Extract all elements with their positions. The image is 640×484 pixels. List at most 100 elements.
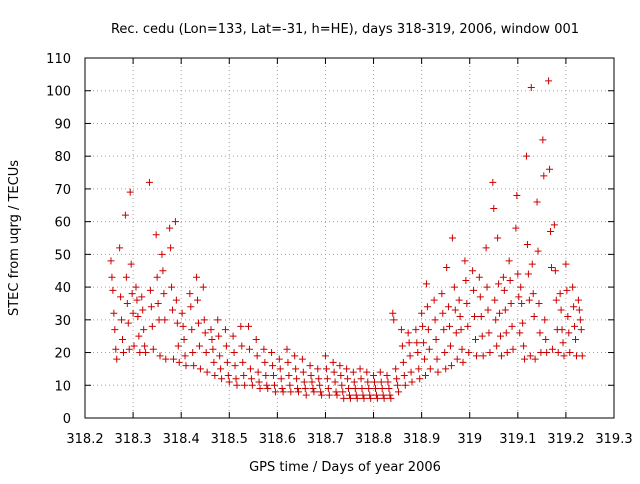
y-tick-label: 80 <box>54 150 71 165</box>
data-point <box>336 362 344 370</box>
data-point <box>158 250 166 258</box>
data-point <box>330 368 338 376</box>
data-point <box>154 299 162 307</box>
data-point <box>485 329 493 337</box>
data-point <box>546 165 554 173</box>
data-point <box>500 286 508 294</box>
data-point <box>117 293 125 301</box>
data-point <box>497 332 505 340</box>
data-point <box>285 371 293 379</box>
data-point <box>412 326 420 334</box>
data-point <box>400 371 408 379</box>
data-point <box>283 345 291 353</box>
data-point <box>224 371 232 379</box>
data-point <box>404 329 412 337</box>
data-point <box>451 306 459 314</box>
data-point <box>547 227 555 235</box>
data-point <box>405 339 413 347</box>
y-tick-label: 90 <box>54 117 71 132</box>
data-point <box>462 277 470 285</box>
data-point <box>307 371 315 379</box>
data-point <box>344 375 352 383</box>
data-point <box>139 306 147 314</box>
data-point <box>370 371 378 379</box>
data-point <box>525 296 533 304</box>
data-point <box>121 211 129 219</box>
data-point <box>181 352 189 360</box>
y-tick-label: 100 <box>46 85 71 100</box>
data-point <box>194 296 202 304</box>
data-point <box>492 316 500 324</box>
data-point <box>547 263 555 271</box>
y-tick-label: 0 <box>63 412 71 427</box>
data-point <box>443 263 451 271</box>
data-point <box>239 358 247 366</box>
data-point <box>376 368 384 376</box>
data-point <box>452 329 460 337</box>
x-tick-label: 318.6 <box>259 432 296 447</box>
data-point <box>132 283 140 291</box>
data-point <box>426 365 434 373</box>
data-point <box>174 342 182 350</box>
data-point <box>145 178 153 186</box>
data-point <box>386 391 394 399</box>
data-point <box>241 381 249 389</box>
data-point <box>439 309 447 317</box>
data-point <box>505 257 513 265</box>
data-point <box>247 375 255 383</box>
data-point <box>378 385 386 393</box>
data-point <box>294 385 302 393</box>
data-point <box>441 349 449 357</box>
data-point <box>346 391 353 399</box>
data-point <box>253 352 261 360</box>
data-point <box>194 319 202 327</box>
data-point <box>442 365 450 373</box>
data-point <box>502 329 510 337</box>
data-point <box>107 257 115 265</box>
data-point <box>200 316 208 324</box>
data-point <box>550 221 558 229</box>
data-point <box>156 352 164 360</box>
data-point <box>112 345 120 353</box>
data-point <box>306 362 314 370</box>
data-point <box>210 358 218 366</box>
data-point <box>252 335 260 343</box>
data-point <box>196 365 204 373</box>
data-point <box>531 355 539 363</box>
data-point <box>516 329 524 337</box>
data-point <box>508 322 516 330</box>
data-point <box>321 352 329 360</box>
data-point <box>397 326 405 334</box>
data-point <box>569 283 577 291</box>
data-point <box>225 378 233 386</box>
data-point <box>432 335 440 343</box>
data-point <box>394 381 402 389</box>
data-point <box>514 270 522 278</box>
data-point <box>360 394 368 402</box>
data-point <box>125 345 133 353</box>
y-tick-label: 70 <box>54 183 71 198</box>
data-point <box>453 355 461 363</box>
data-point <box>126 188 134 196</box>
data-point <box>563 286 571 294</box>
x-tick-labels: 318.2 318.3 318.4 318.5 318.6 318.7 318.8 318.9… <box>66 432 632 447</box>
data-point <box>162 355 170 363</box>
data-point <box>129 309 137 317</box>
data-point <box>446 322 454 330</box>
data-point <box>202 349 210 357</box>
data-point <box>340 394 348 402</box>
data-point <box>365 385 373 393</box>
data-point <box>169 355 177 363</box>
data-point <box>352 391 360 399</box>
data-point <box>123 299 131 307</box>
data-point <box>148 322 156 330</box>
data-point <box>245 345 253 353</box>
data-point <box>383 371 391 379</box>
data-point <box>506 277 514 285</box>
data-point <box>187 303 195 311</box>
data-point <box>470 286 478 294</box>
data-point <box>372 391 380 399</box>
x-tick-label: 318.2 <box>66 432 103 447</box>
